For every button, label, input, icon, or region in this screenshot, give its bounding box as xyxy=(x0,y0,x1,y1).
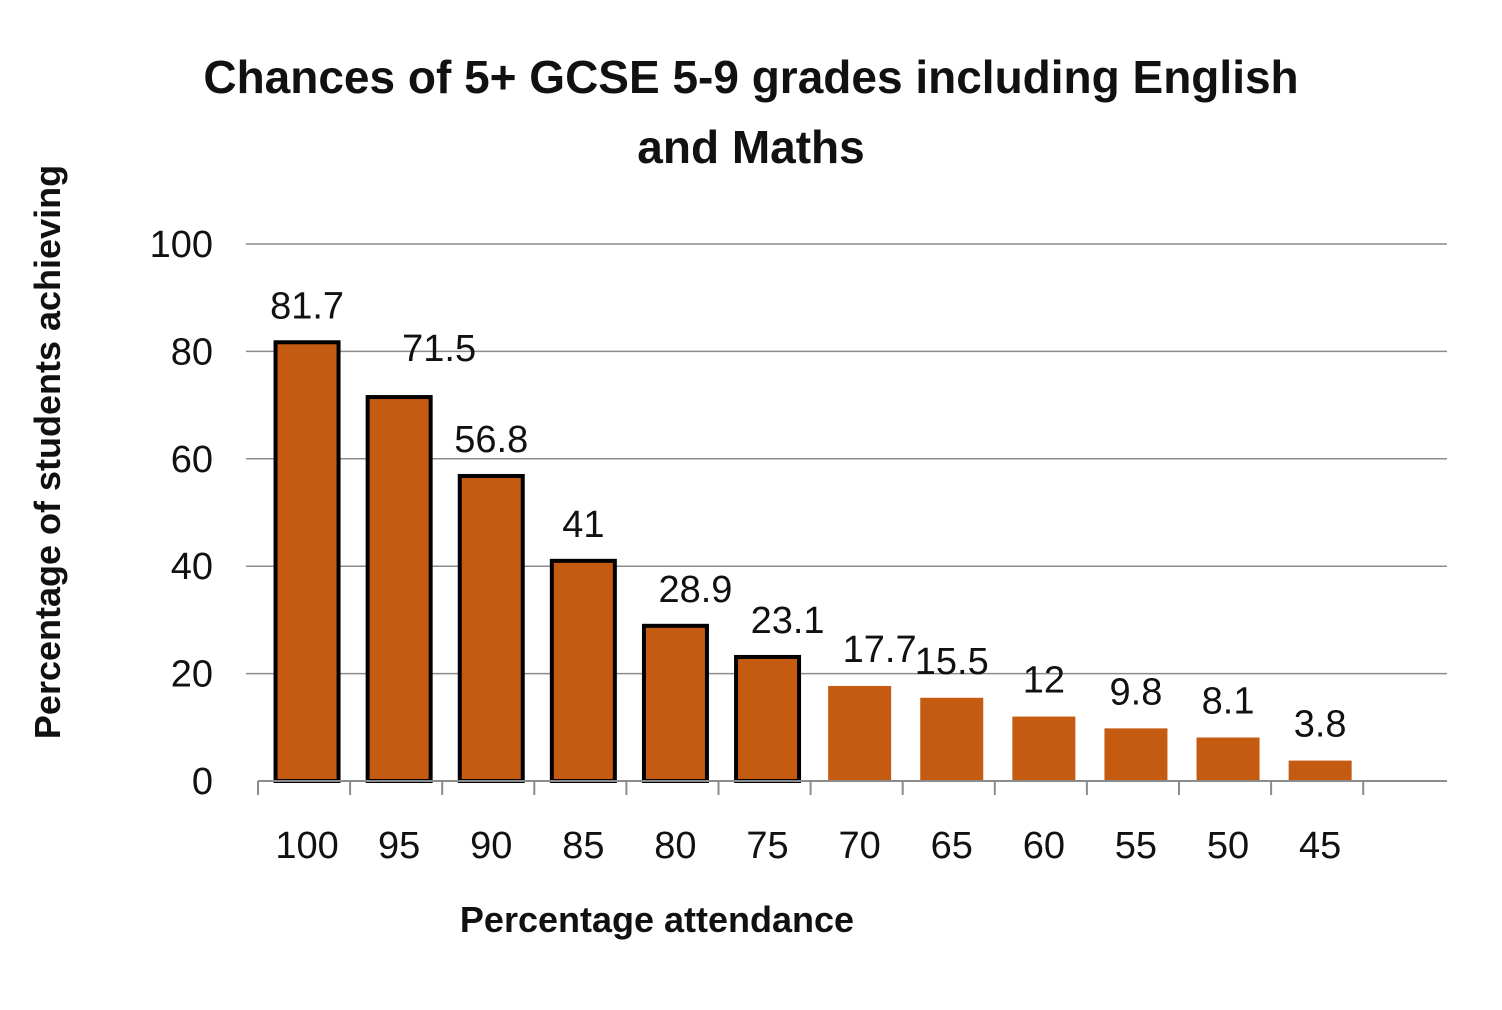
x-tick-label: 80 xyxy=(654,825,696,867)
y-tick-label: 0 xyxy=(192,761,213,803)
data-labels: 81.7 71.5 56.8 41 28.9 23.1 17.715.5 12 9.8 8.1 3.… xyxy=(270,285,1346,745)
bars xyxy=(273,340,1352,784)
chart-title-line-1: Chances of 5+ GCSE 5-9 grades including … xyxy=(203,51,1298,103)
x-tick-label: 90 xyxy=(470,825,512,867)
x-tick-label: 65 xyxy=(931,825,973,867)
data-label: 15.5 xyxy=(915,641,989,683)
bar xyxy=(549,558,617,784)
data-label: 28.9 xyxy=(658,569,732,611)
x-tick-label: 60 xyxy=(1023,825,1065,867)
x-tick-label: 50 xyxy=(1207,825,1249,867)
bar xyxy=(457,473,525,783)
chart-title-line-2: and Maths xyxy=(637,121,864,173)
data-label: 17.7 xyxy=(843,629,917,671)
x-tick-label: 75 xyxy=(746,825,788,867)
y-tick-label: 80 xyxy=(171,331,213,373)
bar xyxy=(1288,760,1352,781)
x-tick-label: 70 xyxy=(839,825,881,867)
data-label: 56.8 xyxy=(454,419,528,461)
y-axis-title: Percentage of students achieving xyxy=(27,165,68,739)
bar xyxy=(828,685,892,781)
bar xyxy=(365,395,433,783)
x-axis xyxy=(257,780,1447,795)
x-tick-label: 100 xyxy=(275,825,338,867)
gridlines xyxy=(246,243,1447,675)
x-tick-label: 45 xyxy=(1299,825,1341,867)
bar xyxy=(734,654,802,783)
x-axis-title: Percentage attendance xyxy=(460,899,854,940)
y-axis-ticks: 0 20 40 60 80 100 xyxy=(150,224,213,803)
data-label: 81.7 xyxy=(270,285,344,327)
y-tick-label: 20 xyxy=(171,654,213,696)
bar xyxy=(1104,728,1168,781)
bar xyxy=(1196,737,1260,781)
data-label: 9.8 xyxy=(1110,671,1163,713)
y-tick-label: 60 xyxy=(171,439,213,481)
data-label: 8.1 xyxy=(1202,681,1255,723)
bar xyxy=(1012,716,1076,781)
bar xyxy=(920,697,984,781)
data-label: 12 xyxy=(1023,660,1065,702)
data-label: 23.1 xyxy=(751,600,825,642)
x-tick-label: 55 xyxy=(1115,825,1157,867)
x-tick-label: 85 xyxy=(562,825,604,867)
x-tick-label: 95 xyxy=(378,825,420,867)
bar xyxy=(273,340,341,783)
data-label: 41 xyxy=(562,504,604,546)
y-tick-label: 100 xyxy=(150,224,213,266)
data-label: 3.8 xyxy=(1294,704,1347,746)
y-tick-label: 40 xyxy=(171,546,213,588)
x-axis-ticks: 100 95 90 85 80 75 70 65 60 55 50 45 xyxy=(275,825,1341,867)
data-label: 71.5 xyxy=(402,328,476,370)
bar xyxy=(641,623,709,783)
